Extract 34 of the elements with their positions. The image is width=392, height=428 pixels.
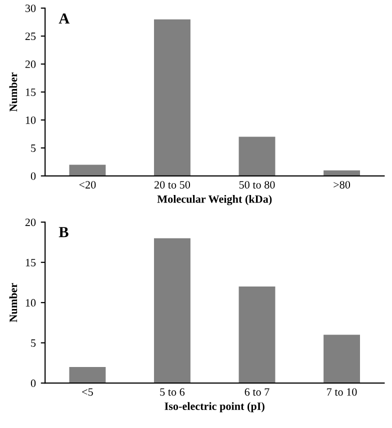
y-tick-label: 10 [26, 299, 36, 307]
bar [154, 238, 190, 384]
y-tick-label: 0 [30, 380, 36, 388]
bar [238, 136, 276, 176]
x-tick-label: 20 to 50 [154, 181, 190, 189]
bar [69, 164, 106, 176]
x-tick-label: >80 [334, 181, 350, 189]
x-axis-title: Iso-electric point (pI) [164, 402, 264, 412]
x-tick-label: <20 [79, 181, 96, 189]
y-tick-label: 0 [30, 172, 36, 180]
y-tick-label: 20 [25, 60, 36, 68]
bar [69, 366, 106, 384]
y-tick-label: 5 [31, 144, 36, 152]
bar [154, 19, 190, 176]
y-tick-label: 25 [25, 32, 36, 40]
y-tick-label: 30 [25, 4, 36, 12]
x-tick-label: 50 to 80 [239, 181, 275, 189]
y-tick-label: 15 [26, 258, 36, 266]
x-tick-label: <5 [82, 388, 93, 396]
bar [238, 286, 276, 384]
x-tick-label: 7 to 10 [327, 388, 357, 396]
y-axis-title: Number [9, 72, 18, 112]
bar [324, 170, 360, 176]
y-tick-label: 10 [26, 116, 36, 124]
x-axis-title: Molecular Weight (kDa) [157, 195, 272, 206]
bar [324, 334, 360, 384]
y-axis-title: Number [9, 283, 18, 322]
y-tick-label: 20 [25, 218, 36, 226]
y-tick-label: 15 [26, 88, 36, 96]
y-tick-label: 5 [31, 339, 36, 347]
x-tick-label: 5 to 6 [160, 388, 185, 396]
x-tick-label: 6 to 7 [244, 388, 270, 396]
chart-title: A [58, 13, 70, 24]
chart-title: B [58, 227, 68, 238]
